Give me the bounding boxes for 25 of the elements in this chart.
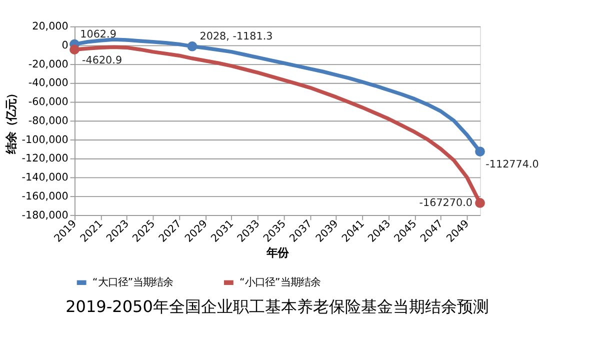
y-tick-label: -140,000 xyxy=(22,172,68,184)
y-tick-label: 0 xyxy=(62,40,68,52)
legend-label: “小口径”当期结余 xyxy=(240,276,320,288)
y-tick-label: -20,000 xyxy=(28,58,68,70)
y-tick-label: -40,000 xyxy=(28,77,68,90)
annotation: -112774.0 xyxy=(486,158,539,171)
x-axis-title: 年份 xyxy=(266,246,290,260)
y-tick-label: -160,000 xyxy=(22,190,68,202)
y-tick-label: -100,000 xyxy=(22,134,68,146)
point xyxy=(475,198,485,208)
point xyxy=(187,41,198,52)
y-axis-title: 结余（亿元） xyxy=(5,88,18,156)
legend-label: “大口径”当期结余 xyxy=(92,276,174,288)
y-tick-label: 20,000 xyxy=(32,20,68,33)
annotation: -4620.9 xyxy=(82,54,122,67)
point xyxy=(475,146,485,156)
y-tick-label: -80,000 xyxy=(28,114,68,127)
annotation: -167270.0 xyxy=(419,196,472,209)
text: 2019-2050年全国企业职工基本养老保险基金当期结余预测 xyxy=(66,297,489,316)
y-tick-label: -180,000 xyxy=(22,209,68,222)
y-tick-label: -60,000 xyxy=(28,96,68,108)
annotation: 1062.9 xyxy=(80,28,116,41)
y-tick-label: -120,000 xyxy=(22,152,68,165)
annotation: 2028, -1181.3 xyxy=(200,30,273,43)
point xyxy=(70,44,80,54)
